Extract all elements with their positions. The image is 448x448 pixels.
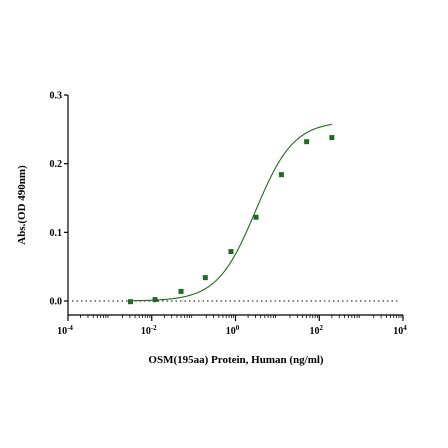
data-point (278, 172, 284, 178)
data-point (202, 275, 208, 281)
data-points-group (127, 135, 335, 305)
x-tick-exponent: 4 (403, 324, 407, 332)
data-point (152, 297, 158, 303)
x-ticks-group: 10-4 10-2 100 102 104 (57, 315, 407, 337)
x-tick-label: 102 (310, 324, 324, 337)
x-tick-base: 10 (141, 326, 151, 337)
data-point (329, 135, 335, 141)
data-point (253, 214, 259, 220)
y-axis-title: Abs.(OD 490nm) (16, 165, 28, 245)
data-point (304, 139, 310, 145)
x-tick-exponent: -4 (67, 324, 73, 332)
x-axis-title: OSM(195aa) Protein, Human (ng/ml) (148, 354, 324, 366)
y-tick-label: 0.0 (50, 297, 63, 308)
data-point (228, 249, 234, 255)
data-point (127, 299, 133, 305)
x-tick-base: 10 (310, 326, 320, 337)
fit-curve (129, 123, 332, 302)
x-tick-base: 10 (393, 326, 403, 337)
x-tick-exponent: -2 (151, 324, 157, 332)
x-tick-base: 10 (226, 326, 236, 337)
y-ticks-group: 0.0 0.1 0.2 0.3 (50, 91, 68, 308)
data-point (178, 288, 184, 294)
y-tick-label: 0.2 (50, 159, 63, 170)
x-tick-label: 100 (226, 324, 240, 337)
x-tick-exponent: 2 (320, 324, 324, 332)
x-tick-label: 10-4 (57, 324, 73, 337)
y-tick-label: 0.1 (50, 228, 63, 239)
x-tick-label: 10-2 (141, 324, 157, 337)
y-tick-label: 0.3 (50, 91, 63, 102)
x-tick-label: 104 (393, 324, 407, 337)
x-tick-exponent: 0 (236, 324, 240, 332)
x-tick-base: 10 (57, 326, 67, 337)
axes-group (67, 95, 403, 316)
x-minor-ticks-group (80, 315, 402, 318)
